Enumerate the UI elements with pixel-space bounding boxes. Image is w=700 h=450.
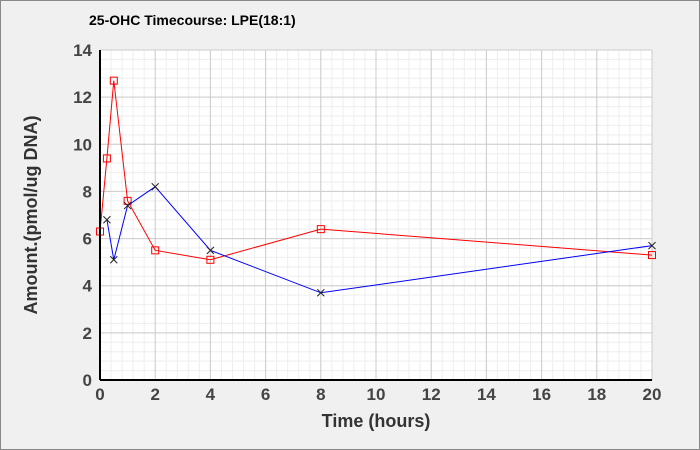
series-blue-point — [316, 288, 325, 297]
x-tick-label: 6 — [261, 385, 270, 404]
series-blue-point — [206, 246, 215, 255]
chart-title: 25-OHC Timecourse: LPE(18:1) — [89, 12, 296, 28]
series-red-line — [99, 80, 653, 261]
x-axis-label: Time (hours) — [322, 411, 431, 431]
x-tick-label: 0 — [95, 385, 104, 404]
series-red-point — [648, 251, 656, 260]
x-tick-label: 16 — [532, 385, 551, 404]
x-tick-label: 8 — [316, 385, 325, 404]
x-tick-label: 20 — [643, 385, 662, 404]
series-blue-point — [648, 241, 656, 250]
x-tick-label: 12 — [422, 385, 441, 404]
y-tick-label: 2 — [83, 324, 92, 343]
series-red-point — [102, 154, 111, 163]
series-blue-point — [151, 182, 160, 191]
x-tick-label: 2 — [150, 385, 159, 404]
series-blue-point — [123, 201, 132, 210]
series-red-point — [316, 225, 325, 234]
y-tick-label: 10 — [73, 135, 92, 154]
series-red-point — [109, 76, 118, 85]
x-tick-label: 14 — [477, 385, 496, 404]
y-axis-label: Amount.(pmol/ug DNA) — [21, 116, 41, 315]
y-tick-label: 6 — [83, 230, 92, 249]
y-tick-label: 14 — [73, 41, 92, 60]
y-tick-label: 0 — [83, 371, 92, 390]
x-tick-label: 18 — [587, 385, 606, 404]
y-tick-label: 4 — [83, 277, 93, 296]
series-red-point — [206, 255, 215, 264]
y-tick-label: 8 — [83, 182, 92, 201]
series-blue-point — [103, 215, 111, 224]
y-tick-label: 12 — [73, 88, 92, 107]
series-red-point — [151, 246, 160, 255]
series-blue-point — [109, 255, 118, 264]
series-red-point — [123, 196, 132, 205]
x-tick-label: 10 — [367, 385, 386, 404]
x-tick-label: 4 — [206, 385, 216, 404]
